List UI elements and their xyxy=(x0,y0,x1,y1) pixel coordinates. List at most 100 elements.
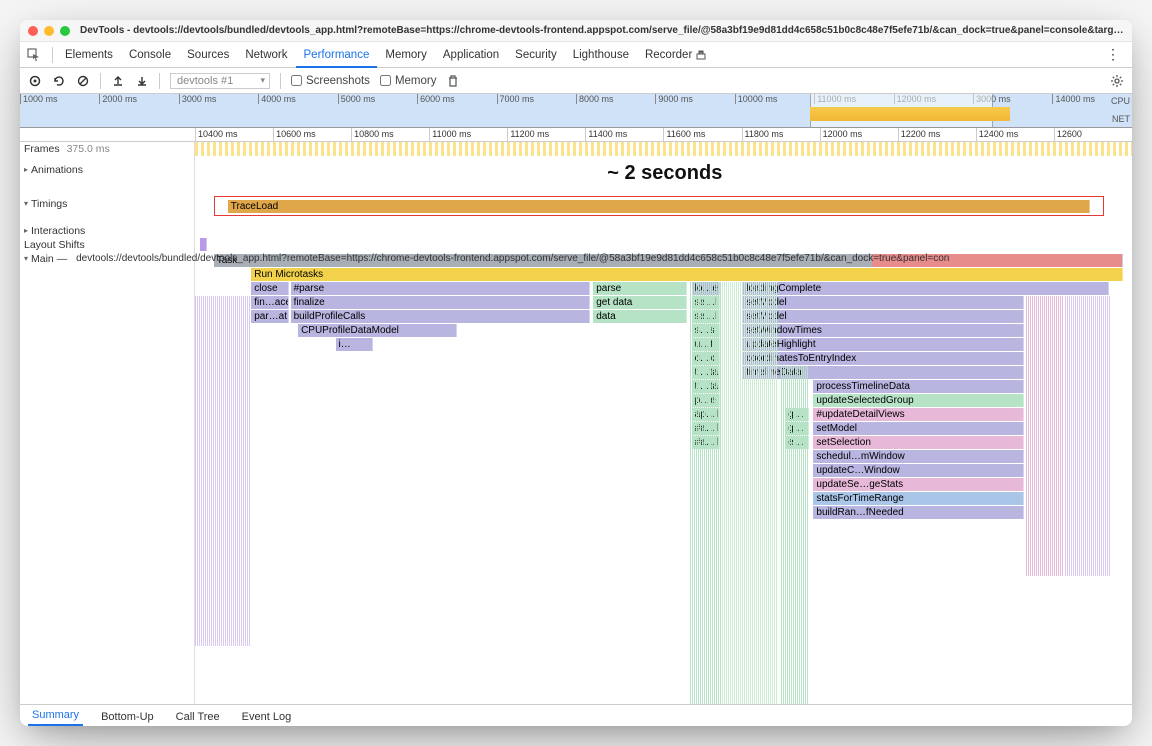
tab-security[interactable]: Security xyxy=(507,42,565,68)
tab-memory[interactable]: Memory xyxy=(377,42,435,68)
track-main[interactable]: ▾Main — devtools://devtools/bundled/devt… xyxy=(20,252,950,266)
overview-tick: 10000 ms xyxy=(735,94,814,104)
overview-tick: 3000 ms xyxy=(179,94,258,104)
flame-bar[interactable]: updateSelectedGroup xyxy=(813,394,1024,407)
settings-icon[interactable] xyxy=(1110,74,1124,88)
ruler-tick: 10800 ms xyxy=(351,128,429,141)
flame-bar[interactable]: i… xyxy=(336,338,373,351)
profile-selector[interactable]: devtools #1 xyxy=(170,73,270,89)
inspect-icon[interactable] xyxy=(26,47,42,63)
overflow-menu-icon[interactable]: ⋮ xyxy=(1100,46,1126,63)
traceload-bar[interactable]: TraceLoad xyxy=(228,200,1090,213)
tab-application[interactable]: Application xyxy=(435,42,507,68)
memory-checkbox[interactable]: Memory xyxy=(380,75,437,87)
track-interactions[interactable]: ▸Interactions xyxy=(20,224,194,238)
flame-noise xyxy=(722,282,778,704)
tab-summary[interactable]: Summary xyxy=(28,706,83,726)
track-body[interactable]: ~ 2 seconds TraceLoad TaskRun Microtasks… xyxy=(195,142,1132,704)
flame-bar[interactable]: Run Microtasks xyxy=(251,268,1122,281)
flame-bar[interactable]: setModel xyxy=(813,422,1024,435)
flame-bar[interactable]: finalize xyxy=(291,296,591,309)
tab-console[interactable]: Console xyxy=(121,42,179,68)
flame-bar[interactable]: par…at xyxy=(251,310,288,323)
flame-bar[interactable]: close xyxy=(251,282,288,295)
flame-bar[interactable]: setModel xyxy=(743,310,1024,323)
zoom-icon[interactable] xyxy=(60,26,70,36)
ruler-tick: 11800 ms xyxy=(742,128,820,141)
flame-graph[interactable]: TaskRun Microtasksclose#parseparselo…elo… xyxy=(195,254,1132,704)
layout-shift-marker[interactable] xyxy=(200,238,207,251)
load-profile-icon[interactable] xyxy=(111,74,125,88)
flame-bar[interactable]: updateSe…geStats xyxy=(813,478,1024,491)
timeline-overview[interactable]: 1000 ms2000 ms3000 ms4000 ms5000 ms6000 … xyxy=(20,94,1132,128)
flame-bar[interactable]: statsForTimeRange xyxy=(813,492,1024,505)
ruler-tick: 11400 ms xyxy=(585,128,663,141)
tab-recorder[interactable]: Recorder xyxy=(637,42,714,68)
tab-network[interactable]: Network xyxy=(237,42,295,68)
ruler-tick: 11000 ms xyxy=(429,128,507,141)
net-label: NET xyxy=(1111,114,1130,124)
flame-noise xyxy=(781,366,809,704)
flame-bar[interactable]: updateHighlight xyxy=(743,338,1024,351)
record-icon[interactable] xyxy=(28,74,42,88)
overview-tick: 7000 ms xyxy=(497,94,576,104)
trash-icon[interactable] xyxy=(446,74,460,88)
flame-bar[interactable]: #parse xyxy=(291,282,591,295)
overview-tick: 5000 ms xyxy=(338,94,417,104)
tab-sources[interactable]: Sources xyxy=(179,42,237,68)
flame-bar[interactable]: processTimelineData xyxy=(813,380,1024,393)
window-title: DevTools - devtools://devtools/bundled/d… xyxy=(80,25,1124,36)
flame-bar[interactable]: coordinatesToEntryIndex xyxy=(743,352,1024,365)
frames-strip xyxy=(195,142,1132,156)
overview-tick: 1000 ms xyxy=(20,94,99,104)
clear-icon[interactable] xyxy=(76,74,90,88)
flame-noise xyxy=(1026,296,1063,576)
flame-bar[interactable]: buildRan…fNeeded xyxy=(813,506,1024,519)
flame-bar[interactable]: setModel xyxy=(743,296,1024,309)
ruler-tick: 11200 ms xyxy=(507,128,585,141)
tab-elements[interactable]: Elements xyxy=(57,42,121,68)
tab-bottom-up[interactable]: Bottom-Up xyxy=(97,708,158,726)
tab-call-tree[interactable]: Call Tree xyxy=(172,708,224,726)
flame-bar[interactable]: schedul…mWindow xyxy=(813,450,1024,463)
perf-toolbar: devtools #1 Screenshots Memory xyxy=(20,68,1132,94)
track-labels: Frames375.0 ms ▸Animations ▾Timings ▸Int… xyxy=(20,142,195,704)
overview-tick: 6000 ms xyxy=(417,94,496,104)
ruler-tick: 10600 ms xyxy=(273,128,351,141)
track-timings[interactable]: ▾Timings xyxy=(20,184,194,224)
ruler-tick: 11600 ms xyxy=(663,128,741,141)
flame-bar[interactable]: updateC…Window xyxy=(813,464,1024,477)
overview-tick: 2000 ms xyxy=(99,94,178,104)
save-profile-icon[interactable] xyxy=(135,74,149,88)
flame-noise xyxy=(1065,296,1112,576)
overview-tick: 9000 ms xyxy=(655,94,734,104)
flame-bar[interactable]: CPUProfileDataModel xyxy=(298,324,457,337)
flame-bar[interactable]: get data xyxy=(593,296,687,309)
track-animations[interactable]: ▸Animations xyxy=(20,156,194,184)
screenshots-checkbox[interactable]: Screenshots xyxy=(291,75,370,87)
flame-bar[interactable]: parse xyxy=(593,282,687,295)
close-icon[interactable] xyxy=(28,26,38,36)
tab-lighthouse[interactable]: Lighthouse xyxy=(565,42,637,68)
flame-bar[interactable]: loadingComplete xyxy=(743,282,1108,295)
detail-ruler: 10400 ms10600 ms10800 ms11000 ms11200 ms… xyxy=(20,128,1132,142)
details-tabs: Summary Bottom-Up Call Tree Event Log xyxy=(20,704,1132,726)
flame-bar[interactable]: setSelection xyxy=(813,436,1024,449)
ruler-tick: 12400 ms xyxy=(976,128,1054,141)
cpu-label: CPU xyxy=(1111,96,1130,106)
flame-bar[interactable]: data xyxy=(593,310,687,323)
reload-icon[interactable] xyxy=(52,74,66,88)
flame-bar[interactable]: buildProfileCalls xyxy=(291,310,591,323)
tab-performance[interactable]: Performance xyxy=(296,42,378,68)
ruler-tick: 12200 ms xyxy=(898,128,976,141)
flame-bar[interactable]: fin…ace xyxy=(251,296,288,309)
minimize-icon[interactable] xyxy=(44,26,54,36)
tab-event-log[interactable]: Event Log xyxy=(238,708,296,726)
macos-titlebar: DevTools - devtools://devtools/bundled/d… xyxy=(20,20,1132,42)
flame-bar[interactable]: setWindowTimes xyxy=(743,324,1024,337)
track-layout-shifts[interactable]: Layout Shifts xyxy=(20,238,194,252)
track-frames[interactable]: Frames375.0 ms xyxy=(20,142,194,156)
flame-bar[interactable]: #updateDetailViews xyxy=(813,408,1024,421)
ruler-tick: 12600 xyxy=(1054,128,1132,141)
flame-noise xyxy=(195,296,251,646)
